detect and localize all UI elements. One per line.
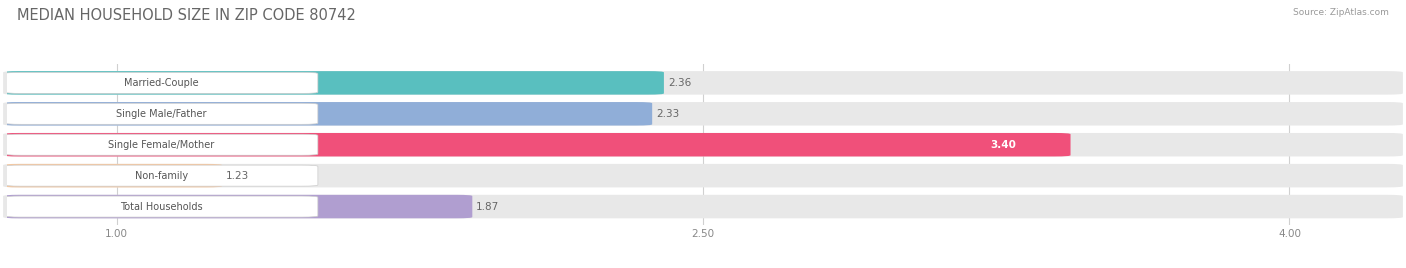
Text: Married-Couple: Married-Couple — [124, 78, 198, 88]
Text: Non-family: Non-family — [135, 171, 188, 181]
FancyBboxPatch shape — [3, 102, 652, 125]
FancyBboxPatch shape — [6, 103, 318, 124]
FancyBboxPatch shape — [6, 134, 318, 155]
FancyBboxPatch shape — [3, 102, 1403, 125]
FancyBboxPatch shape — [6, 72, 318, 93]
FancyBboxPatch shape — [3, 195, 472, 218]
FancyBboxPatch shape — [3, 71, 664, 95]
FancyBboxPatch shape — [3, 164, 1403, 187]
FancyBboxPatch shape — [3, 195, 1403, 218]
FancyBboxPatch shape — [3, 133, 1070, 157]
FancyBboxPatch shape — [3, 133, 1403, 157]
Text: MEDIAN HOUSEHOLD SIZE IN ZIP CODE 80742: MEDIAN HOUSEHOLD SIZE IN ZIP CODE 80742 — [17, 8, 356, 23]
FancyBboxPatch shape — [3, 71, 1403, 95]
FancyBboxPatch shape — [3, 164, 222, 187]
Text: 1.87: 1.87 — [477, 202, 499, 211]
FancyBboxPatch shape — [6, 196, 318, 217]
Text: Single Female/Mother: Single Female/Mother — [108, 140, 215, 150]
Text: 2.33: 2.33 — [657, 109, 679, 119]
Text: 3.40: 3.40 — [990, 140, 1015, 150]
Text: Total Households: Total Households — [120, 202, 202, 211]
FancyBboxPatch shape — [6, 165, 318, 186]
Text: Source: ZipAtlas.com: Source: ZipAtlas.com — [1294, 8, 1389, 17]
Text: Single Male/Father: Single Male/Father — [117, 109, 207, 119]
Text: 2.36: 2.36 — [668, 78, 692, 88]
Text: 1.23: 1.23 — [226, 171, 249, 181]
